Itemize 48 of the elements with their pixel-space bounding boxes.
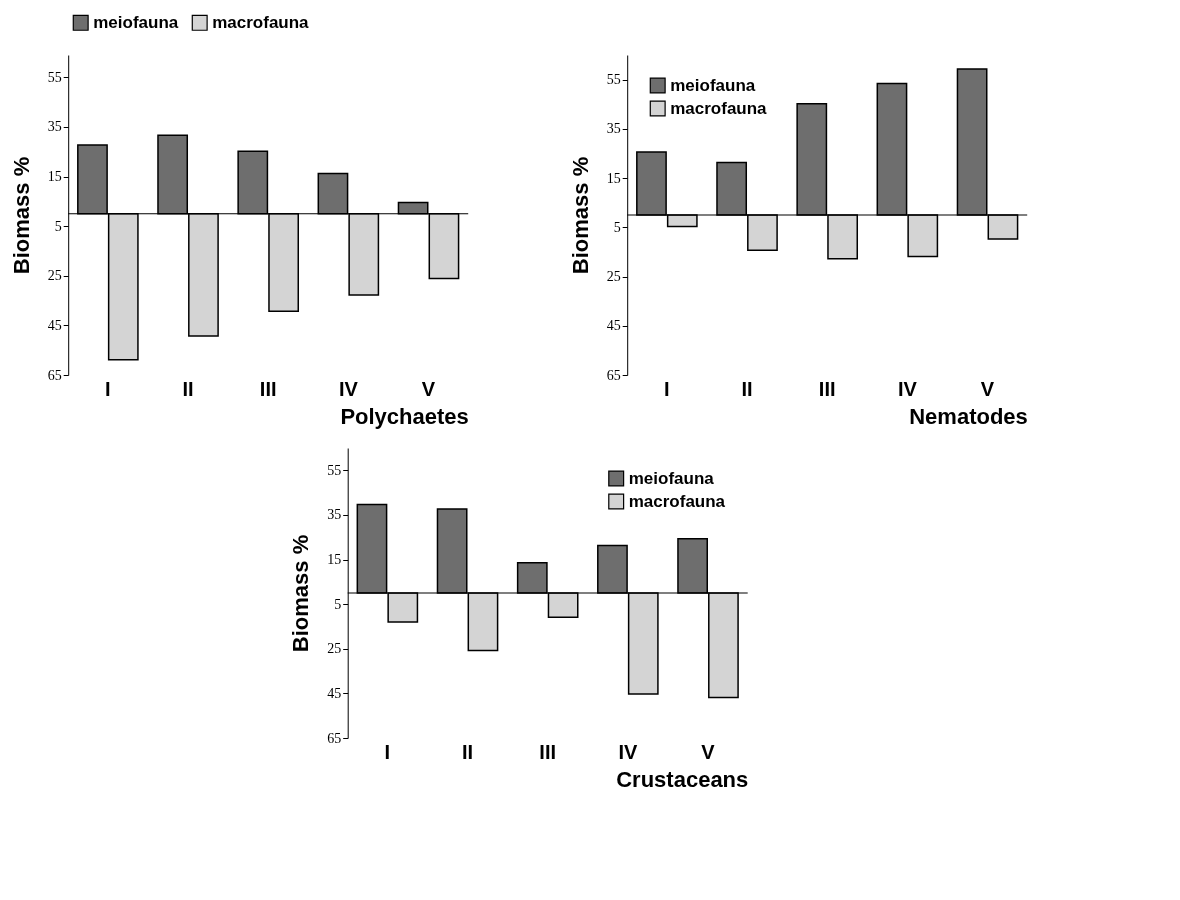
x-tick-label: III xyxy=(818,377,836,400)
legend-label: meiofauna xyxy=(93,12,179,32)
x-tick-label: V xyxy=(701,740,716,763)
y-tick-label: 55 xyxy=(606,72,621,88)
x-tick-label: II xyxy=(182,377,194,400)
legend-label: macrofauna xyxy=(628,491,726,511)
x-tick-label: I xyxy=(664,377,670,400)
y-tick-label: 35 xyxy=(327,507,342,523)
legend-label: meiofauna xyxy=(628,468,715,488)
y-tick-label: 65 xyxy=(327,730,342,746)
legend-label: macrofauna xyxy=(670,98,768,118)
x-tick-label: IV xyxy=(897,377,918,400)
x-tick-label: III xyxy=(539,740,557,763)
y-tick-label: 45 xyxy=(606,318,621,334)
x-tick-label: II xyxy=(461,740,474,763)
x-tick-label: V xyxy=(980,377,995,400)
text: Crustaceans xyxy=(616,767,749,792)
y-tick-label: 15 xyxy=(47,169,62,185)
y-tick-label: 5 xyxy=(613,219,621,235)
y-tick-label: 45 xyxy=(47,317,62,333)
y-tick-label: 15 xyxy=(606,170,621,186)
x-tick-label: V xyxy=(421,377,436,400)
y-tick-label: 65 xyxy=(606,367,621,383)
x-tick-label: I xyxy=(384,740,391,763)
y-tick-label: 25 xyxy=(327,641,342,657)
legend-label: macrofauna xyxy=(212,12,310,32)
text: Nematodes xyxy=(909,404,1028,429)
y-tick-label: 55 xyxy=(47,69,62,85)
y-tick-label: 5 xyxy=(54,218,62,234)
y-tick-label: 35 xyxy=(606,121,621,137)
y-tick-label: 15 xyxy=(327,552,342,568)
x-tick-label: IV xyxy=(618,740,638,763)
y-tick-label: 65 xyxy=(47,367,62,383)
y-tick-label: 55 xyxy=(327,462,342,478)
x-tick-label: I xyxy=(105,377,111,400)
y-axis-title: Biomass % xyxy=(288,534,314,653)
y-tick-label: 35 xyxy=(47,119,62,135)
y-axis-title: Biomass % xyxy=(8,156,34,275)
x-tick-label: II xyxy=(741,377,753,400)
legend-label: meiofauna xyxy=(670,75,756,95)
x-tick-label: III xyxy=(259,377,277,400)
y-tick-label: 25 xyxy=(47,268,62,284)
y-tick-label: 25 xyxy=(606,269,621,285)
y-tick-label: 45 xyxy=(327,685,342,701)
y-axis-title: Biomass % xyxy=(567,156,593,275)
text: Polychaetes xyxy=(340,404,469,429)
x-tick-label: IV xyxy=(338,377,359,400)
y-tick-label: 5 xyxy=(334,596,342,612)
